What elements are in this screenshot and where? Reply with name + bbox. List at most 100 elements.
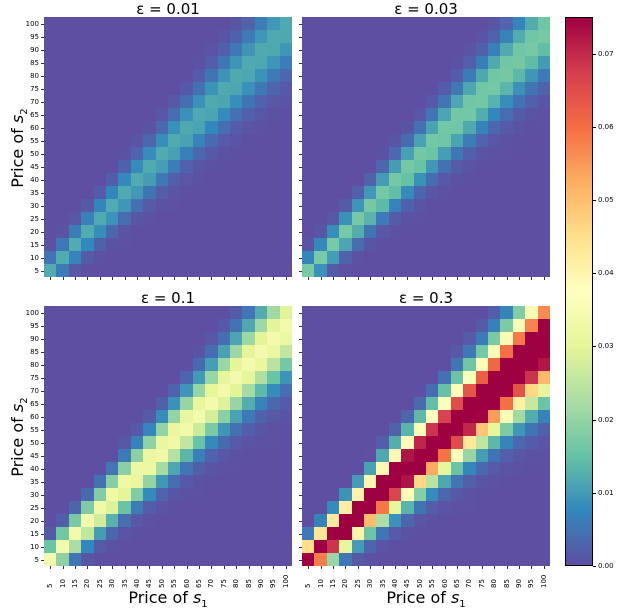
- heatmap-cell: [229, 384, 243, 397]
- heatmap-cell: [217, 186, 230, 199]
- heatmap-cell: [267, 30, 280, 43]
- heatmap-cell: [68, 462, 82, 475]
- heatmap-cell: [242, 345, 255, 358]
- colorbar: [565, 17, 593, 566]
- heatmap-cell: [242, 332, 255, 345]
- heatmap-cell: [537, 449, 550, 462]
- heatmap-cell: [93, 147, 106, 160]
- heatmap-cell: [180, 371, 193, 384]
- y-tick-mark: [41, 533, 44, 535]
- heatmap-cell: [425, 160, 439, 173]
- heatmap-cell: [450, 108, 464, 121]
- colorbar-tick-mark: [593, 492, 596, 494]
- heatmap-cell: [475, 475, 488, 488]
- heatmap-cell: [463, 69, 476, 82]
- x-tick-mark: [137, 277, 138, 280]
- heatmap-cell: [525, 251, 538, 264]
- heatmap-cell: [537, 43, 550, 56]
- heatmap-cell: [314, 358, 327, 371]
- heatmap-cell: [450, 160, 464, 173]
- heatmap-cell: [192, 345, 206, 358]
- heatmap-cell: [525, 423, 538, 436]
- heatmap-cell: [475, 410, 488, 423]
- heatmap-cell: [118, 95, 131, 108]
- heatmap-cell: [68, 82, 82, 95]
- heatmap-cell: [68, 121, 82, 134]
- x-tick-label: 90: [515, 579, 523, 588]
- heatmap-cell: [376, 449, 389, 462]
- x-tick-mark: [419, 277, 421, 280]
- heatmap-cell: [192, 332, 206, 345]
- y-tick-mark: [41, 23, 44, 25]
- heatmap-cell: [302, 371, 315, 384]
- heatmap-cell: [450, 43, 464, 56]
- heatmap-cell: [475, 449, 488, 462]
- heatmap-cell: [254, 319, 268, 332]
- heatmap-cell: [376, 423, 389, 436]
- heatmap-cell: [93, 514, 106, 527]
- heatmap-cell: [413, 514, 426, 527]
- heatmap-cell: [217, 436, 230, 449]
- heatmap-cell: [438, 553, 451, 566]
- heatmap-cell: [180, 332, 193, 345]
- y-tick-mark: [41, 140, 44, 142]
- heatmap-cell: [167, 540, 181, 553]
- heatmap-cell: [267, 56, 280, 69]
- heatmap-cell: [475, 371, 488, 384]
- heatmap-cell: [93, 345, 106, 358]
- heatmap-cell: [512, 134, 526, 147]
- heatmap-cell: [413, 160, 426, 173]
- heatmap-cell: [425, 82, 439, 95]
- x-tick-mark: [333, 566, 334, 569]
- heatmap-cell: [68, 147, 82, 160]
- heatmap-cell: [167, 82, 181, 95]
- heatmap-cell: [363, 82, 377, 95]
- heatmap-cell: [279, 147, 292, 160]
- heatmap-cell: [93, 82, 106, 95]
- heatmap-cell: [242, 95, 255, 108]
- x-tick-mark: [382, 277, 384, 280]
- heatmap-cell: [267, 358, 280, 371]
- heatmap-cell: [130, 56, 144, 69]
- heatmap-cell: [93, 397, 106, 410]
- heatmap-cell: [167, 108, 181, 121]
- heatmap-cell: [229, 553, 243, 566]
- heatmap-cell: [450, 501, 464, 514]
- y-tick-mark: [299, 546, 302, 548]
- colorbar-tick-label: 0.03: [598, 342, 614, 351]
- heatmap-cell: [463, 553, 476, 566]
- heatmap-cell: [438, 251, 451, 264]
- y-tick-mark: [299, 192, 302, 194]
- heatmap-cell: [339, 160, 352, 173]
- heatmap-cell: [155, 462, 168, 475]
- heatmap-cell: [205, 358, 218, 371]
- heatmap-cell: [512, 410, 526, 423]
- x-tick-mark: [261, 277, 262, 280]
- heatmap-cell: [326, 358, 340, 371]
- y-tick-label: 100: [25, 19, 39, 28]
- heatmap-cell: [68, 423, 82, 436]
- heatmap-cell: [463, 397, 476, 410]
- heatmap-cell: [339, 108, 352, 121]
- y-tick-mark: [299, 468, 302, 470]
- heatmap-cell: [155, 17, 168, 30]
- heatmap-cell: [376, 397, 389, 410]
- y-tick-mark: [41, 231, 44, 233]
- heatmap-cell: [500, 475, 513, 488]
- heatmap-cell: [105, 501, 119, 514]
- heatmap-cell: [351, 147, 364, 160]
- heatmap-cell: [500, 332, 513, 345]
- heatmap-cell: [180, 173, 193, 186]
- y-tick-mark: [41, 179, 44, 181]
- heatmap-cell: [192, 384, 206, 397]
- heatmap-cell: [438, 264, 451, 277]
- heatmap-cell: [68, 173, 82, 186]
- y-tick-label: 65: [30, 399, 39, 408]
- heatmap-cell: [302, 173, 315, 186]
- heatmap-cell: [450, 436, 464, 449]
- heatmap-cell: [376, 264, 389, 277]
- heatmap-cell: [339, 540, 352, 553]
- heatmap-cell: [302, 553, 315, 566]
- heatmap-cell: [56, 95, 69, 108]
- x-tick-mark: [99, 277, 101, 280]
